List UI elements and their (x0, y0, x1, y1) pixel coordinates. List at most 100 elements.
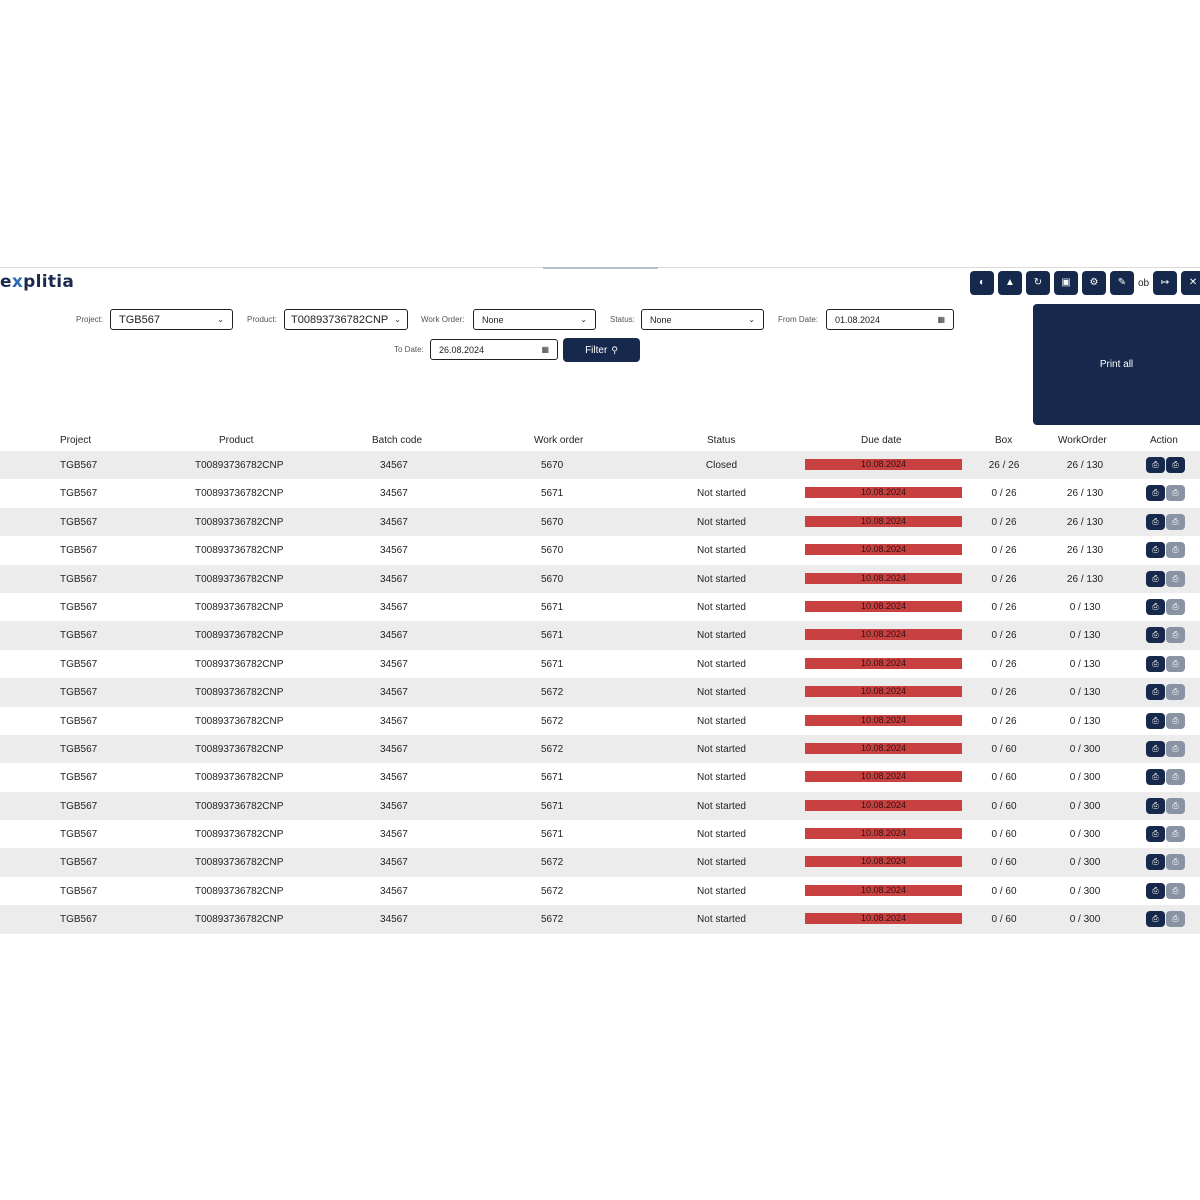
from-date-label: From Date: (778, 315, 819, 324)
project-select-value: TGB567 (119, 313, 160, 326)
table-row[interactable]: TGB567 T00893736782CNP 34567 5672 Not starte… (0, 848, 1200, 877)
cell-workorder-count: 0 / 130 (1069, 715, 1101, 727)
print-label-icon[interactable]: ⎙ (1166, 542, 1185, 559)
table-row[interactable]: TGB567 T00893736782CNP 34567 5671 Not starte… (0, 763, 1200, 791)
print-icon[interactable]: ⎙ (1146, 542, 1165, 559)
cell-status: Not started (697, 715, 746, 727)
print-label-icon[interactable]: ⎙ (1166, 627, 1185, 644)
cell-work-order: 5672 (541, 857, 564, 869)
print-icon[interactable]: ⎙ (1146, 598, 1165, 615)
print-label-icon[interactable]: ⎙ (1166, 740, 1185, 757)
product-select[interactable]: T00893736782CNP ⌄ (284, 309, 408, 330)
print-label-icon[interactable]: ⎙ (1166, 485, 1185, 502)
print-label-icon[interactable]: ⎙ (1166, 684, 1185, 701)
print-icon[interactable]: ⎙ (1146, 882, 1165, 899)
table-row[interactable]: TGB567 T00893736782CNP 34567 5671 Not starte… (0, 791, 1200, 821)
print-icon[interactable]: ⎙ (1146, 854, 1165, 871)
print-label-icon[interactable]: ⎙ (1166, 513, 1185, 530)
print-label-icon[interactable]: ⎙ (1166, 882, 1185, 899)
table-row[interactable]: TGB567 T00893736782CNP 34567 5670 Not starte… (0, 564, 1200, 593)
status-filter-label: Status: (610, 315, 635, 324)
print-label-icon[interactable]: ⎙ (1166, 598, 1185, 615)
filter-button[interactable]: Filter ⚲ (563, 338, 640, 362)
refresh-icon[interactable]: ↻ (1026, 271, 1050, 295)
print-icon[interactable]: ⎙ (1146, 769, 1165, 786)
table-row[interactable]: TGB567 T00893736782CNP 34567 5672 Not starte… (0, 877, 1200, 905)
table-row[interactable]: TGB567 T00893736782CNP 34567 5671 Not starte… (0, 479, 1200, 507)
print-icon[interactable]: ⎙ (1146, 911, 1165, 928)
table-row[interactable]: TGB567 T00893736782CNP 34567 5671 Not starte… (0, 650, 1200, 678)
print-label-icon[interactable]: ⎙ (1166, 570, 1185, 587)
cell-due-date: 10.08.2024 (805, 884, 962, 896)
print-icon[interactable]: ⎙ (1146, 627, 1165, 644)
table-row[interactable]: TGB567 T00893736782CNP 34567 5672 Not starte… (0, 734, 1200, 764)
table-header: Project Product Batch code Work order St… (0, 433, 1200, 451)
print-label-icon[interactable]: ⎙ (1166, 712, 1185, 729)
cell-batch-code: 34567 (380, 460, 408, 471)
calendar-icon[interactable]: ▦ (541, 345, 549, 354)
print-icon[interactable]: ⎙ (1146, 826, 1165, 843)
cell-work-order: 5671 (541, 829, 564, 841)
close-icon[interactable]: ✕ (1181, 271, 1200, 295)
edit-icon[interactable]: ✎ (1110, 271, 1134, 295)
cell-workorder-count: 0 / 300 (1069, 800, 1101, 812)
cell-batch-code: 34567 (380, 743, 408, 755)
table-row[interactable]: TGB567 T00893736782CNP 34567 5670 Closed 10.0… (0, 451, 1200, 480)
print-label-icon[interactable]: ⎙ (1166, 655, 1185, 672)
cell-workorder-count: 26 / 130 (1066, 573, 1104, 585)
table-row[interactable]: TGB567 T00893736782CNP 34567 5671 Not starte… (0, 820, 1200, 848)
logout-icon[interactable]: ↦ (1153, 271, 1178, 295)
project-select[interactable]: TGB567 ⌄ (110, 309, 233, 330)
cell-work-order: 5670 (541, 573, 564, 585)
print-icon[interactable]: ⎙ (1146, 570, 1165, 587)
table-row[interactable]: TGB567 T00893736782CNP 34567 5670 Not starte… (0, 536, 1200, 564)
header-work-order: Work order (534, 435, 584, 446)
project-filter-label: Project: (76, 315, 104, 324)
print-label-icon[interactable]: ⎙ (1166, 797, 1185, 814)
print-label-icon[interactable]: ⎙ (1166, 854, 1185, 871)
print-label-icon[interactable]: ⎙ (1166, 769, 1185, 786)
app-logo: explitia (0, 272, 74, 292)
cell-box: 0 / 26 (991, 687, 1017, 699)
print-icon[interactable]: ⎙ (1146, 655, 1165, 672)
to-date-input[interactable]: 26.08.2024 ▦ (430, 339, 558, 360)
table-row[interactable]: TGB567 T00893736782CNP 34567 5670 Not starte… (0, 507, 1200, 537)
print-icon[interactable]: ⎙ (1146, 740, 1165, 757)
print-icon[interactable]: ⎙ (1146, 712, 1165, 729)
print-label-icon[interactable]: ⎙ (1166, 911, 1185, 928)
print-icon[interactable]: ⎙ (1146, 797, 1165, 814)
table-row[interactable]: TGB567 T00893736782CNP 34567 5672 Not starte… (0, 905, 1200, 934)
cell-due-date: 10.08.2024 (805, 600, 962, 612)
table-row[interactable]: TGB567 T00893736782CNP 34567 5672 Not starte… (0, 707, 1200, 735)
from-date-input[interactable]: 01.08.2024 ▦ (826, 309, 954, 330)
print-label-icon[interactable]: ⎙ (1166, 826, 1185, 843)
cell-due-date: 10.08.2024 (805, 913, 962, 925)
gear-icon[interactable]: ⚙ (1082, 271, 1106, 295)
status-select[interactable]: None ⌄ (641, 309, 764, 330)
print-icon[interactable]: ⎙ (1146, 513, 1165, 530)
print-icon[interactable]: ⎙ (1146, 457, 1165, 473)
work-order-select[interactable]: None ⌄ (473, 309, 596, 330)
print-all-button[interactable]: Print all (1033, 304, 1200, 425)
cell-box: 0 / 60 (991, 743, 1017, 755)
cell-batch-code: 34567 (380, 857, 408, 869)
cell-project: TGB567 (60, 630, 98, 642)
table-row[interactable]: TGB567 T00893736782CNP 34567 5672 Not starte… (0, 678, 1200, 707)
cell-batch-code: 34567 (380, 658, 408, 670)
cell-product: T00893736782CNP (195, 545, 284, 557)
save-icon[interactable]: ▣ (1054, 271, 1078, 295)
cell-batch-code: 34567 (380, 829, 408, 841)
table-row[interactable]: TGB567 T00893736782CNP 34567 5671 Not starte… (0, 621, 1200, 650)
calendar-icon[interactable]: ▦ (937, 315, 945, 324)
table-row[interactable]: TGB567 T00893736782CNP 34567 5671 Not starte… (0, 593, 1200, 621)
user-icon[interactable]: ▲ (998, 271, 1022, 295)
cell-project: TGB567 (60, 800, 98, 812)
print-icon[interactable]: ⎙ (1146, 684, 1165, 701)
print-icon[interactable]: ⎙ (1146, 485, 1165, 502)
cell-due-date: 10.08.2024 (805, 657, 962, 669)
cell-workorder-count: 26 / 130 (1066, 460, 1104, 471)
globe-icon[interactable]: ◐ (970, 271, 994, 295)
cell-status: Not started (697, 687, 746, 699)
print-label-icon[interactable]: ⎙ (1166, 457, 1185, 473)
to-date-label: To Date: (394, 345, 424, 354)
